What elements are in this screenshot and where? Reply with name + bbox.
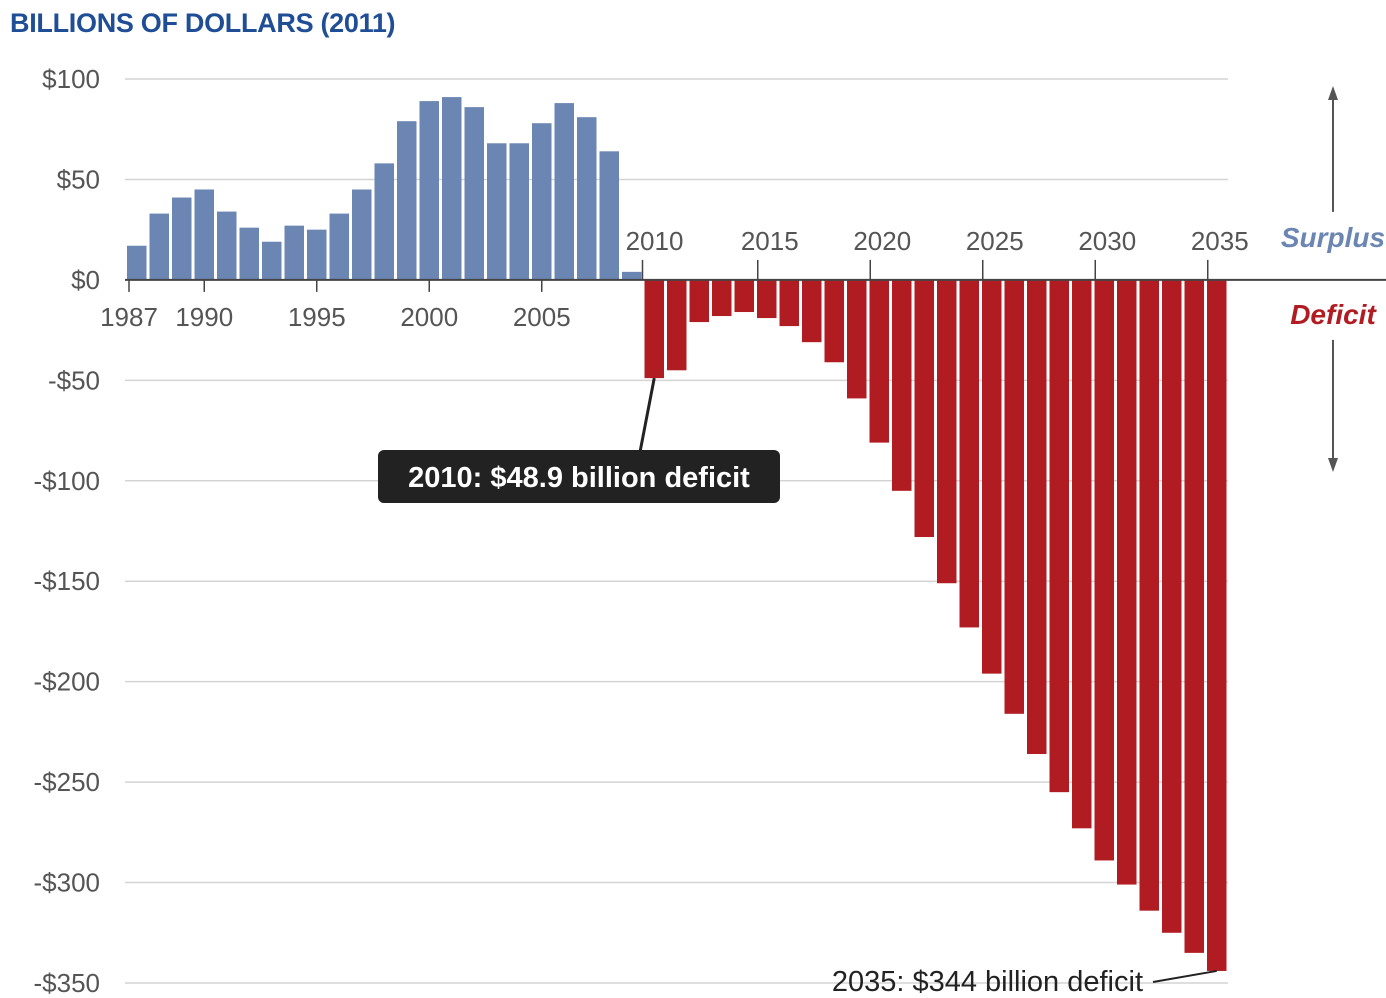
deficit-bar: [937, 279, 957, 584]
surplus-deficit-indicator: Surplus Deficit: [1281, 86, 1385, 472]
surplus-bar: [554, 103, 574, 280]
gridlines: [125, 78, 1228, 984]
deficit-bar: [734, 279, 754, 313]
deficit-bar: [689, 279, 709, 323]
surplus-bar: [374, 163, 394, 280]
deficit-label: Deficit: [1290, 299, 1377, 330]
x-tick-label: 2015: [741, 226, 799, 256]
callout-2010-text: 2010: $48.9 billion deficit: [408, 462, 750, 494]
y-tick-label: -$250: [34, 767, 101, 797]
surplus-bar: [622, 271, 642, 280]
surplus-bar: [397, 121, 417, 280]
y-tick-label: -$200: [34, 667, 101, 697]
y-axis-ticks: $100 $50 $0 -$50 -$100 -$150 -$200 -$250 -$300 -$…: [34, 64, 101, 998]
deficit-bar: [757, 279, 777, 319]
x-tick-label: 2020: [853, 226, 911, 256]
surplus-bar: [442, 97, 462, 280]
deficit-bar: [1117, 279, 1137, 885]
callout-2035-text: 2035: $344 billion deficit: [832, 966, 1143, 998]
callout-2035: 2035: $344 billion deficit: [832, 966, 1217, 998]
deficit-bar: [1139, 279, 1159, 911]
x-tick-label: 2030: [1078, 226, 1136, 256]
surplus-bar: [127, 245, 147, 280]
surplus-bar: [194, 189, 214, 280]
deficit-bar: [1004, 279, 1024, 714]
y-tick-label: $50: [57, 164, 100, 194]
surplus-bar: [307, 229, 327, 280]
deficit-bar: [982, 279, 1002, 674]
surplus-bar: [172, 197, 192, 280]
x-tick-label: 2000: [400, 302, 458, 332]
y-tick-label: -$150: [34, 566, 101, 596]
callout-2035-leader: [1152, 969, 1217, 983]
deficit-bar: [1049, 279, 1069, 793]
callout-2010: 2010: $48.9 billion deficit: [378, 377, 780, 503]
y-tick-label: -$50: [48, 365, 100, 395]
deficit-bar: [802, 279, 822, 343]
deficit-bar: [779, 279, 799, 327]
surplus-bar: [577, 117, 597, 280]
callout-2010-box: [378, 450, 780, 503]
x-tick-label: 1990: [175, 302, 233, 332]
surplus-bar: [352, 189, 372, 280]
y-tick-label: -$300: [34, 868, 101, 898]
surplus-bar: [262, 241, 282, 280]
surplus-bar: [419, 101, 439, 280]
deficit-bar: [892, 279, 912, 491]
deficit-bar: [914, 279, 934, 538]
chart-title: BILLIONS OF DOLLARS (2011): [10, 8, 395, 38]
y-tick-label: $0: [71, 265, 100, 295]
bars: [127, 97, 1227, 971]
surplus-bar: [284, 225, 304, 280]
surplus-bar: [487, 143, 507, 280]
deficit-bar: [1207, 279, 1227, 971]
x-tick-label: 1995: [288, 302, 346, 332]
deficit-bar: [1072, 279, 1092, 829]
deficit-bar: [1027, 279, 1047, 754]
deficit-bar: [1184, 279, 1204, 953]
x-tick-label: 2010: [626, 226, 684, 256]
x-tick-label: 2005: [513, 302, 571, 332]
surplus-bar: [217, 211, 237, 280]
surplus-bar: [599, 151, 619, 280]
x-tick-label: 2025: [966, 226, 1024, 256]
y-tick-label: $100: [42, 64, 100, 94]
deficit-bar: [667, 279, 687, 371]
down-arrow-head-icon: [1328, 458, 1338, 472]
x-tick-label: 2035: [1191, 226, 1249, 256]
surplus-bar: [532, 123, 552, 280]
deficit-bar: [712, 279, 732, 317]
surplus-label: Surplus: [1281, 222, 1385, 253]
deficit-bar: [847, 279, 867, 399]
deficit-bar: [824, 279, 844, 363]
deficit-bar: [1162, 279, 1182, 933]
y-tick-label: -$100: [34, 466, 101, 496]
y-tick-label: -$350: [34, 968, 101, 998]
deficit-bar: [1094, 279, 1114, 861]
deficit-bar: [644, 279, 664, 379]
callout-2010-leader: [638, 377, 656, 453]
surplus-bar: [464, 107, 484, 280]
up-arrow-head-icon: [1328, 86, 1338, 100]
surplus-bar: [239, 227, 259, 280]
surplus-bar: [149, 213, 169, 280]
surplus-bar: [509, 143, 529, 280]
surplus-bar: [329, 213, 349, 280]
deficit-bar: [959, 279, 979, 628]
x-tick-label: 1987: [100, 302, 158, 332]
deficit-bar: [869, 279, 889, 443]
x-axis-ticks: 1987 1990 1995 2000 2005 2010 2015 2020 2025 2030…: [100, 226, 1249, 332]
